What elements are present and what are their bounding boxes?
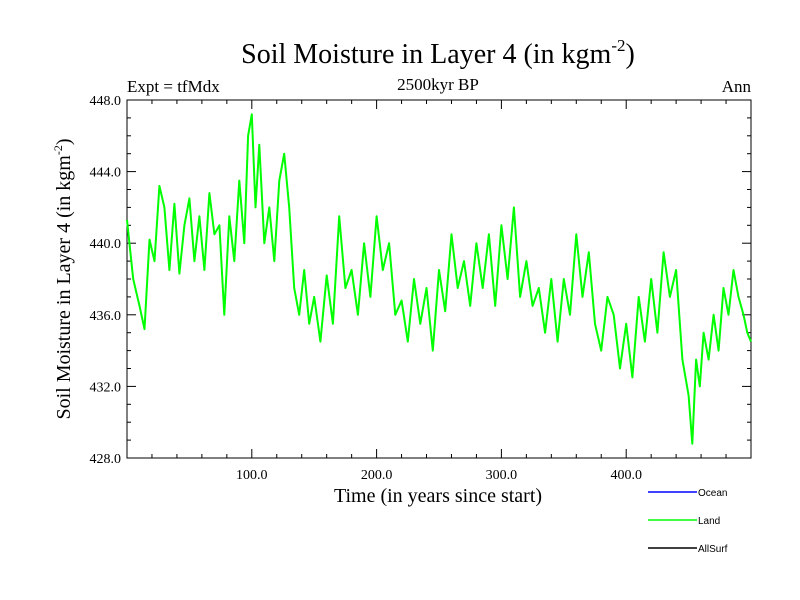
legend: Ocean Land AllSurf: [648, 488, 728, 555]
season-label: Ann: [722, 77, 752, 96]
y-axis-label: Soil Moisture in Layer 4 (in kgm-2): [51, 138, 75, 419]
y-tick-label: 436.0: [90, 309, 122, 324]
x-axis-label: Time (in years since start): [334, 485, 542, 507]
data-series: [126, 113, 752, 445]
chart-title-close: ): [626, 39, 635, 70]
y-tick-label: 428.0: [90, 452, 122, 467]
experiment-label: Expt = tfMdx: [127, 77, 220, 96]
chart-title: Soil Moisture in Layer 4 (in kgm-2): [241, 36, 635, 70]
x-tick-label: 300.0: [486, 468, 518, 483]
legend-label-land: Land: [698, 516, 720, 527]
y-tick-label: 444.0: [90, 166, 122, 181]
legend-label-allsurf: AllSurf: [698, 544, 728, 555]
x-tick-label: 100.0: [236, 468, 268, 483]
legend-label-ocean: Ocean: [698, 488, 727, 499]
series-line-land: [126, 113, 752, 445]
y-tick-label: 432.0: [90, 380, 122, 395]
chart-title-main: Soil Moisture in Layer 4 (in kgm: [241, 39, 611, 70]
x-tick-label: 200.0: [361, 468, 393, 483]
axis-ticks: [127, 99, 751, 459]
y-tick-label: 448.0: [90, 94, 122, 109]
chart-title-superscript: -2: [611, 36, 625, 55]
x-tick-label: 400.0: [610, 468, 642, 483]
y-axis-label-superscript: -2: [51, 145, 65, 155]
axis-tick-labels: 100.0 200.0 300.0 400.0 428.0 432.0 436.0 440.0…: [90, 94, 642, 483]
y-axis-label-main: Soil Moisture in Layer 4 (in kgm: [53, 155, 75, 420]
y-tick-label: 440.0: [90, 237, 122, 252]
chart-subtitle: 2500kyr BP: [397, 75, 479, 94]
y-axis-label-close: ): [53, 138, 75, 145]
